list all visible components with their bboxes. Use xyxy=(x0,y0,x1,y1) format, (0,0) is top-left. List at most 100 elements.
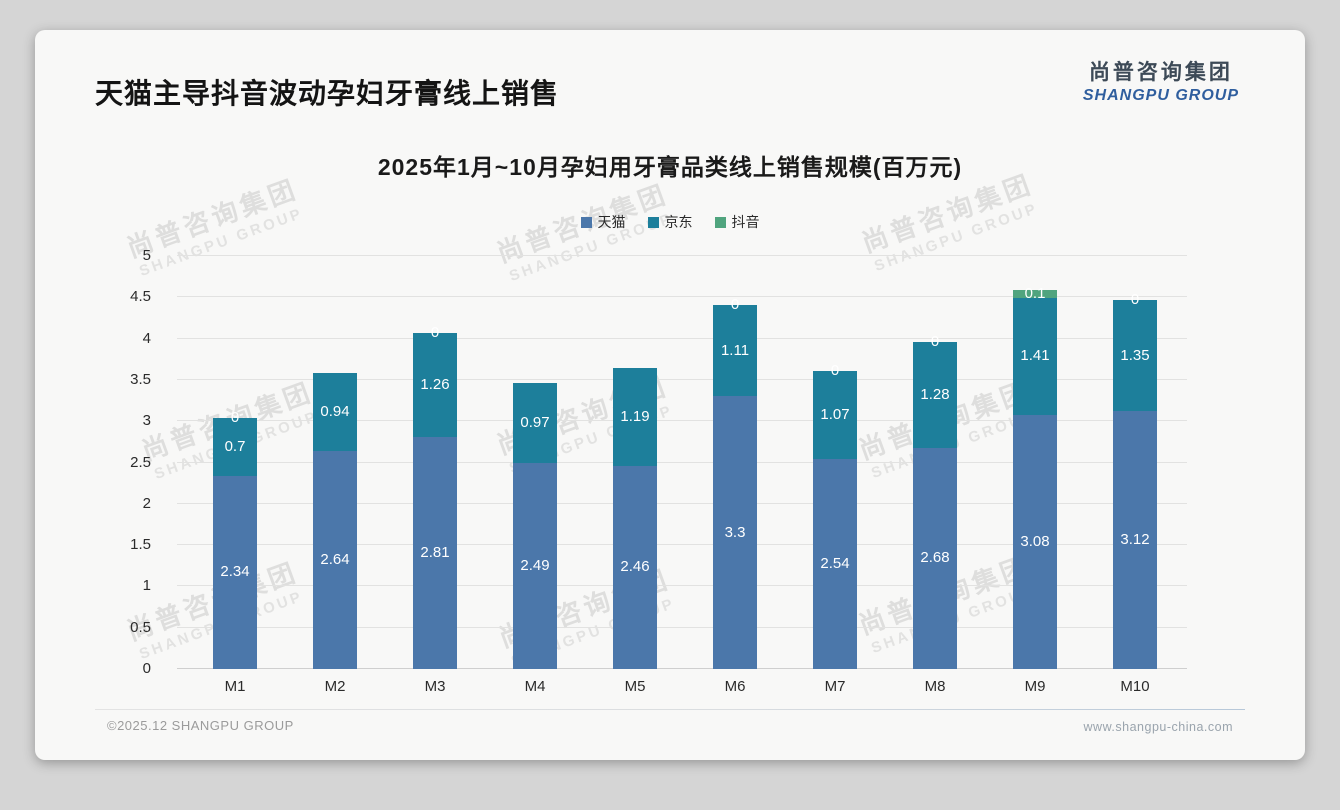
bar-column-M1: 2.34 0.7 0 xyxy=(185,256,285,669)
footer-website: www.shangpu-china.com xyxy=(1083,720,1233,734)
bar-segment-京东-M3 xyxy=(413,332,457,437)
bar-segment-天猫-M3 xyxy=(413,436,457,669)
logo-english-text: SHANGPU GROUP xyxy=(1082,87,1239,104)
y-tick-label-4.5: 4.5 xyxy=(130,288,151,306)
x-tick-label-M2: M2 xyxy=(324,678,346,695)
y-tick-label-0.5: 0.5 xyxy=(130,618,151,636)
bar-column-M3: 2.81 1.26 0 xyxy=(385,256,485,669)
value-label-天猫-M4: 2.49 xyxy=(520,557,550,575)
bar-segment-天猫-M1 xyxy=(213,475,257,669)
bar-segment-天猫-M6 xyxy=(713,396,757,669)
legend-label: 抖音 xyxy=(731,214,760,230)
legend-swatch-icon xyxy=(647,216,659,228)
logo-chinese-text: 尚普咨询集团 xyxy=(1088,61,1233,84)
gridline-2 xyxy=(177,502,1187,504)
x-axis-ticks: M1 M2 M3 M4 M5 M6 M7 M8 M9 M10 xyxy=(185,678,1185,700)
value-label-京东-M2: 0.94 xyxy=(320,403,350,421)
report-slide: 尚普咨询集团 SHANGPU GROUP 尚普咨询集团 SHANGPU GROUP 尚普… xyxy=(35,30,1305,760)
value-label-京东-M3: 1.26 xyxy=(420,375,450,393)
footer-divider xyxy=(95,709,1245,710)
gridline-4.5 xyxy=(177,296,1187,298)
value-label-京东-M10: 1.35 xyxy=(1120,346,1150,364)
bar-segment-天猫-M4 xyxy=(513,463,557,669)
x-tick-label-M10: M10 xyxy=(1120,678,1150,695)
value-label-京东-M5: 1.19 xyxy=(620,407,650,425)
y-tick-label-3: 3 xyxy=(142,412,151,430)
x-tick-label-M1: M1 xyxy=(224,678,246,695)
y-axis-ticks: 0 0.5 1 1.5 2 2.5 3 3.5 4 4.5 5 xyxy=(113,247,168,677)
value-label-天猫-M3: 2.81 xyxy=(420,543,450,561)
value-label-天猫-M6: 3.3 xyxy=(724,523,746,541)
value-label-抖音-M7: 0 xyxy=(830,361,840,379)
value-label-抖音-M3: 0 xyxy=(430,323,440,341)
bar-column-M10: 3.12 1.35 0 xyxy=(1085,256,1185,669)
gridline-0 xyxy=(177,668,1187,669)
value-label-天猫-M8: 2.68 xyxy=(920,549,950,567)
plot-area: 2.34 0.7 0 2.64 0.94 2.81 1.26 0 2.49 0.97 2.46 1.1… xyxy=(177,255,1187,669)
bar-column-M6: 3.3 1.11 0 xyxy=(685,256,785,669)
gridline-1.5 xyxy=(177,544,1187,546)
value-label-抖音-M6: 0 xyxy=(730,295,740,313)
value-label-抖音-M1: 0 xyxy=(230,408,240,426)
bar-column-M7: 2.54 1.07 0 xyxy=(785,256,885,669)
bar-segment-京东-M7 xyxy=(813,370,857,460)
bar-column-M9: 3.08 1.41 0.1 xyxy=(985,256,1085,669)
legend-label: 天猫 xyxy=(597,214,626,230)
value-label-京东-M8: 1.28 xyxy=(920,385,950,403)
legend-item-抖音: 抖音 xyxy=(714,212,760,232)
value-label-京东-M4: 0.97 xyxy=(520,414,550,432)
x-tick-label-M4: M4 xyxy=(524,678,546,695)
y-tick-label-2.5: 2.5 xyxy=(130,453,151,471)
bar-segment-天猫-M5 xyxy=(613,465,657,669)
value-label-京东-M7: 1.07 xyxy=(820,406,850,424)
value-label-京东-M6: 1.11 xyxy=(720,341,750,359)
value-label-天猫-M10: 3.12 xyxy=(1120,531,1150,549)
bar-segment-京东-M5 xyxy=(613,367,657,466)
x-tick-label-M7: M7 xyxy=(824,678,846,695)
bar-segment-天猫-M7 xyxy=(813,459,857,669)
value-label-天猫-M2: 2.64 xyxy=(320,550,350,568)
shangpu-logo: 尚普咨询集团 SHANGPU GROUP xyxy=(1083,56,1239,105)
bar-segment-京东-M10 xyxy=(1113,299,1157,412)
y-tick-label-4: 4 xyxy=(142,329,151,347)
x-tick-label-M6: M6 xyxy=(724,678,746,695)
gridline-1 xyxy=(177,585,1187,587)
bar-column-M4: 2.49 0.97 xyxy=(485,256,585,669)
bar-segment-天猫-M2 xyxy=(313,450,357,669)
bar-column-M8: 2.68 1.28 0 xyxy=(885,256,985,669)
bar-column-M5: 2.46 1.19 xyxy=(585,256,685,669)
value-label-抖音-M9: 0.1 xyxy=(1024,285,1046,302)
y-tick-label-2: 2 xyxy=(142,494,151,512)
value-label-抖音-M10: 0 xyxy=(1130,290,1140,308)
x-tick-label-M9: M9 xyxy=(1024,678,1046,695)
legend-label: 京东 xyxy=(664,214,693,230)
y-tick-label-0: 0 xyxy=(142,660,151,677)
x-tick-label-M8: M8 xyxy=(924,678,946,695)
legend-item-天猫: 天猫 xyxy=(580,212,626,232)
legend-swatch-icon xyxy=(714,216,726,228)
bar-segment-天猫-M10 xyxy=(1113,411,1157,669)
bar-segment-京东-M8 xyxy=(913,341,957,448)
legend-swatch-icon xyxy=(580,216,592,228)
bar-segment-天猫-M8 xyxy=(913,447,957,669)
gridline-3.5 xyxy=(177,378,1187,380)
bar-segment-京东-M4 xyxy=(513,383,557,464)
bar-segment-京东-M2 xyxy=(313,373,357,451)
value-label-京东-M1: 0.7 xyxy=(224,437,246,455)
value-label-天猫-M1: 2.34 xyxy=(220,563,250,581)
value-label-抖音-M8: 0 xyxy=(930,332,940,350)
chart-legend: 天猫 京东 抖音 xyxy=(35,212,1305,232)
legend-item-京东: 京东 xyxy=(647,212,693,232)
gridline-0.5 xyxy=(177,626,1187,628)
y-tick-label-1.5: 1.5 xyxy=(130,536,151,554)
bar-segment-京东-M1 xyxy=(213,417,257,476)
page-title: 天猫主导抖音波动孕妇牙膏线上销售 xyxy=(95,78,560,109)
value-label-天猫-M5: 2.46 xyxy=(620,558,650,576)
gridline-3 xyxy=(177,420,1187,422)
value-label-天猫-M9: 3.08 xyxy=(1020,532,1050,550)
x-tick-label-M3: M3 xyxy=(424,678,446,695)
bar-segment-抖音-M9 xyxy=(1013,289,1057,299)
value-label-天猫-M7: 2.54 xyxy=(820,555,850,573)
bar-segment-天猫-M9 xyxy=(1013,414,1057,669)
gridline-2.5 xyxy=(177,461,1187,463)
